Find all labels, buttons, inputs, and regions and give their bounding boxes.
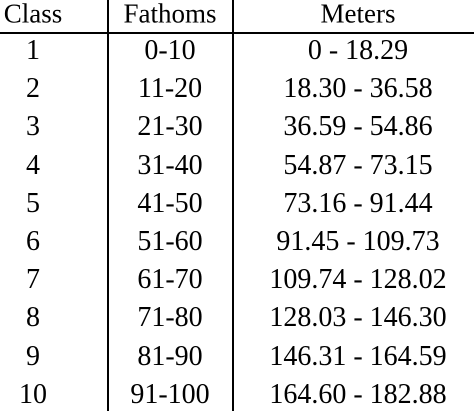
- table-cell: 8: [26, 302, 40, 334]
- table-cell: 73.16 - 91.44: [283, 187, 433, 219]
- table-cell: 51-60: [137, 226, 203, 257]
- table-cell: 3: [26, 111, 40, 143]
- table-cell: 11-20: [137, 73, 203, 105]
- table-cell: 91-100: [130, 378, 210, 410]
- table-cell: 4: [26, 149, 40, 181]
- table-cell: 7: [26, 264, 40, 296]
- table-cell: 2: [26, 73, 40, 105]
- header-cell: Meters: [320, 0, 396, 29]
- table-cell: 9: [26, 340, 40, 372]
- column-rule: [107, 0, 109, 411]
- table-cell: 41-50: [137, 187, 203, 219]
- table-cell: 6: [26, 226, 40, 257]
- table-cell: 5: [26, 187, 40, 219]
- table-cell: 164.60 - 182.88: [269, 378, 447, 410]
- table-cell: 10: [19, 378, 47, 410]
- table-cell: 0 - 18.29: [307, 35, 409, 66]
- table-cell: 61-70: [137, 264, 203, 296]
- column-rule: [232, 0, 234, 411]
- header-rule: [0, 32, 474, 34]
- table-cell: 81-90: [137, 340, 203, 372]
- table-cell: 91.45 - 109.73: [276, 226, 440, 257]
- table-cell: 1: [26, 35, 40, 66]
- header-cell: Class: [3, 0, 63, 29]
- table-cell: 146.31 - 164.59: [269, 340, 447, 372]
- table-cell: 18.30 - 36.58: [283, 73, 433, 105]
- header-cell: Fathoms: [123, 0, 217, 29]
- table-cell: 36.59 - 54.86: [283, 111, 433, 143]
- table-cell: 0-10: [144, 35, 196, 66]
- table-cell: 109.74 - 128.02: [269, 264, 447, 296]
- table-cell: 71-80: [137, 302, 203, 334]
- table-cell: 128.03 - 146.30: [269, 302, 447, 334]
- table-cell: 54.87 - 73.15: [283, 149, 433, 181]
- table-cell: 31-40: [137, 149, 203, 181]
- table-cell: 21-30: [137, 111, 203, 143]
